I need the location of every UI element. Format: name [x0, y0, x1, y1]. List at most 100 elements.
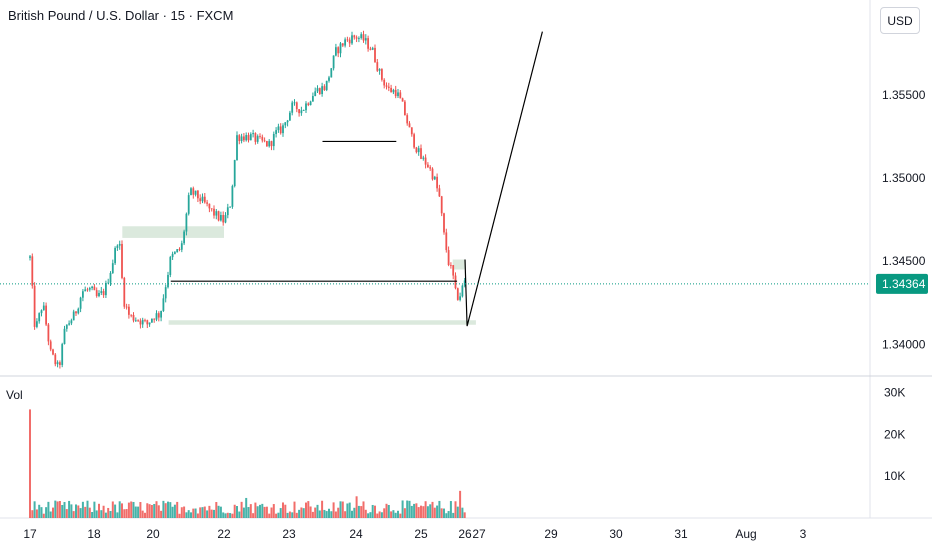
candle-body-91: [238, 135, 241, 141]
candle-body-85: [224, 215, 227, 223]
candle-body-11: [54, 354, 57, 365]
candle-body-72: [194, 190, 197, 195]
volume-bar-76: [203, 506, 206, 518]
zone-2[interactable]: [168, 320, 476, 325]
volume-bar-92: [240, 501, 243, 518]
volume-bar-15: [63, 502, 66, 518]
candle-body-82: [217, 211, 220, 221]
volume-bar-150: [374, 505, 376, 518]
volume-bar-27: [91, 512, 94, 518]
volume-bar-58: [162, 500, 165, 518]
volume-bar-126: [318, 510, 321, 518]
candle-body-92: [240, 136, 243, 141]
zones-layer: [122, 226, 476, 325]
candle-body-4: [38, 313, 41, 322]
projection-path[interactable]: [464, 31, 543, 327]
volume-bar-158: [392, 510, 395, 518]
candle-body-43: [128, 306, 130, 315]
volume-bar-82: [217, 505, 220, 518]
volume-bar-69: [187, 510, 190, 518]
candle-body-84: [222, 215, 225, 223]
volume-bar-26: [88, 507, 91, 518]
candle-body-155: [385, 85, 388, 87]
candle-body-128: [323, 86, 326, 90]
candle-body-71: [192, 188, 195, 195]
candle-body-32: [102, 291, 105, 296]
volume-bar-49: [141, 510, 144, 518]
volume-bar-10: [52, 507, 54, 518]
candle-body-159: [394, 89, 397, 97]
candle-body-20: [75, 311, 77, 314]
candle-body-161: [399, 92, 402, 99]
volume-bar-54: [153, 503, 156, 518]
volume-bar-119: [302, 508, 305, 518]
volume-bar-31: [100, 510, 103, 518]
candle-body-55: [155, 313, 158, 320]
candle-body-156: [387, 86, 390, 88]
time-tick-label: 20: [146, 527, 160, 541]
candle-body-69: [187, 195, 190, 214]
candle-body-1: [31, 256, 34, 286]
volume-bar-130: [328, 508, 330, 518]
candle-body-40: [121, 243, 123, 278]
candle-body-26: [88, 288, 91, 290]
price-tick-label: 1.35000: [882, 171, 926, 185]
candle-body-97: [252, 133, 254, 135]
volume-bar-147: [367, 513, 370, 518]
volume-label: Vol: [6, 388, 23, 402]
zone-1[interactable]: [452, 259, 466, 270]
candle-body-126: [318, 88, 321, 95]
candle-body-61: [169, 257, 172, 275]
volume-bar-101: [261, 503, 264, 518]
volume-bar-120: [305, 502, 307, 518]
volume-bar-135: [339, 501, 342, 518]
volume-bar-108: [277, 512, 280, 518]
candle-body-153: [381, 69, 383, 80]
candle-body-101: [261, 136, 264, 141]
volume-bar-56: [157, 505, 160, 518]
candle-body-163: [404, 101, 406, 116]
volume-bar-187: [459, 490, 462, 518]
volume-bar-44: [130, 501, 133, 518]
time-tick-label: 27: [472, 527, 486, 541]
volume-bar-170: [420, 505, 422, 518]
candle-body-187: [459, 296, 461, 300]
volume-bar-53: [150, 505, 153, 518]
candle-body-124: [314, 91, 317, 97]
volume-bar-21: [77, 505, 80, 518]
zone-0[interactable]: [122, 226, 224, 238]
volume-bar-164: [406, 500, 409, 518]
annotation-layer[interactable]: [0, 31, 870, 327]
volume-bar-97: [252, 513, 255, 518]
volume-bar-86: [226, 512, 229, 518]
volume-bar-146: [364, 509, 367, 518]
volume-bar-68: [185, 512, 188, 518]
currency-button[interactable]: USD: [880, 7, 920, 34]
candle-body-118: [300, 110, 303, 114]
candle-body-121: [307, 103, 310, 106]
candle-body-100: [259, 136, 261, 137]
candle-body-186: [456, 288, 459, 300]
candle-body-142: [355, 37, 358, 39]
volume-bar-169: [417, 507, 420, 518]
candle-body-135: [339, 43, 342, 54]
candle-body-148: [369, 48, 372, 50]
volume-bar-102: [263, 506, 266, 518]
volume-bar-57: [160, 510, 163, 518]
volume-bar-71: [192, 508, 195, 518]
candle-body-145: [362, 34, 365, 41]
candle-body-25: [86, 289, 89, 291]
volume-bar-161: [399, 513, 402, 518]
volume-bar-66: [180, 507, 183, 518]
volume-bar-153: [380, 512, 383, 518]
candle-body-183: [450, 264, 452, 266]
volume-bar-172: [424, 501, 427, 518]
candle-body-33: [105, 283, 107, 296]
volume-bar-113: [288, 511, 291, 518]
candle-body-120: [305, 103, 307, 111]
chart-title: British Pound / U.S. Dollar · 15 · FXCM: [8, 8, 234, 23]
candle-body-22: [79, 297, 82, 309]
candle-body-96: [249, 134, 252, 141]
volume-bar-125: [316, 504, 319, 518]
